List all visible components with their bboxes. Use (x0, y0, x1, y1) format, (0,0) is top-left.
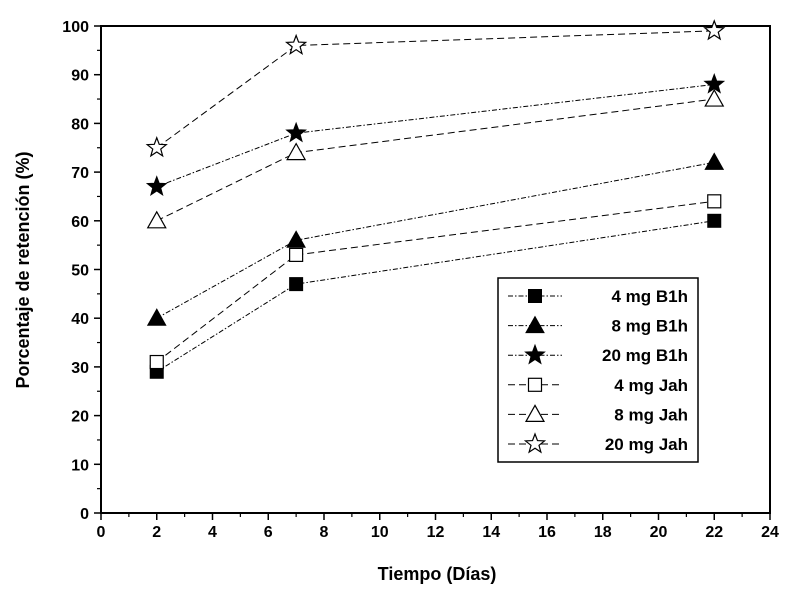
data-point-series-4 (289, 247, 304, 262)
data-point-series-1 (707, 213, 722, 228)
legend-label: 20 mg Jah (605, 435, 688, 454)
data-point-series-5 (286, 142, 307, 161)
data-point-series-5 (704, 88, 725, 107)
x-axis-title: Tiempo (Días) (378, 564, 497, 584)
legend-marker (523, 432, 547, 454)
plot-area: 0 2 4 6 8 10 12 14 16 18 20 22 240102030405060708090… (62, 19, 779, 541)
data-point-series-3 (703, 73, 726, 94)
legend-marker (528, 289, 542, 303)
data-point-series-3 (285, 121, 307, 143)
x-tick-label: 10 (371, 524, 389, 541)
y-tick-label: 40 (71, 311, 89, 328)
legend-marker (527, 377, 543, 392)
y-tick-label: 50 (71, 263, 89, 280)
x-tick-label: 12 (427, 524, 445, 541)
data-point-series-5 (146, 210, 167, 229)
legend-marker (525, 315, 545, 334)
series-line-4 (156, 200, 715, 363)
data-point-series-3 (145, 175, 168, 196)
x-tick-label: 14 (482, 524, 500, 541)
legend-label: 4 mg B1h (611, 287, 688, 306)
y-tick-label: 100 (62, 19, 89, 36)
legend-label: 20 mg B1h (602, 346, 688, 365)
legend-label: 8 mg Jah (614, 405, 688, 424)
legend-box (497, 277, 699, 463)
data-point-series-2 (704, 152, 725, 170)
legend: 4 mg B1h 8 mg B1h 20 mg B1h 4 mg Jah 8 mg Ja… (497, 277, 699, 463)
series-line-3 (156, 83, 715, 188)
x-tick-label: 20 (650, 524, 668, 541)
data-point-series-2 (146, 308, 167, 326)
data-point-series-6 (284, 33, 308, 55)
x-tick-label: 0 (97, 524, 106, 541)
data-point-series-6 (145, 136, 168, 158)
data-point-series-4 (707, 194, 722, 209)
y-tick-label: 60 (71, 214, 89, 231)
y-axis-title: Porcentaje de retención (%) (13, 151, 33, 388)
y-tick-label: 10 (71, 457, 89, 474)
data-point-series-6 (703, 19, 726, 41)
legend-label: 8 mg B1h (611, 317, 688, 336)
x-tick-label: 6 (264, 524, 273, 541)
x-tick-label: 24 (761, 524, 779, 541)
x-tick-label: 4 (208, 524, 217, 541)
x-tick-label: 16 (538, 524, 556, 541)
data-point-series-4 (149, 354, 164, 370)
y-tick-label: 0 (80, 506, 89, 523)
legend-marker (524, 404, 546, 422)
x-tick-label: 18 (594, 524, 612, 541)
x-tick-label: 8 (320, 524, 329, 541)
y-tick-label: 80 (71, 116, 89, 133)
x-tick-label: 22 (705, 524, 723, 541)
series-line-5 (156, 98, 715, 222)
data-point-series-2 (286, 230, 306, 248)
y-tick-label: 70 (71, 165, 89, 182)
y-tick-label: 30 (71, 360, 89, 377)
y-tick-label: 90 (71, 68, 89, 85)
y-tick-label: 20 (71, 409, 89, 426)
x-tick-label: 2 (152, 524, 161, 541)
series-line-6 (156, 30, 715, 149)
data-point-series-1 (289, 277, 304, 292)
legend-marker (524, 343, 546, 365)
legend-label: 4 mg Jah (614, 376, 688, 395)
